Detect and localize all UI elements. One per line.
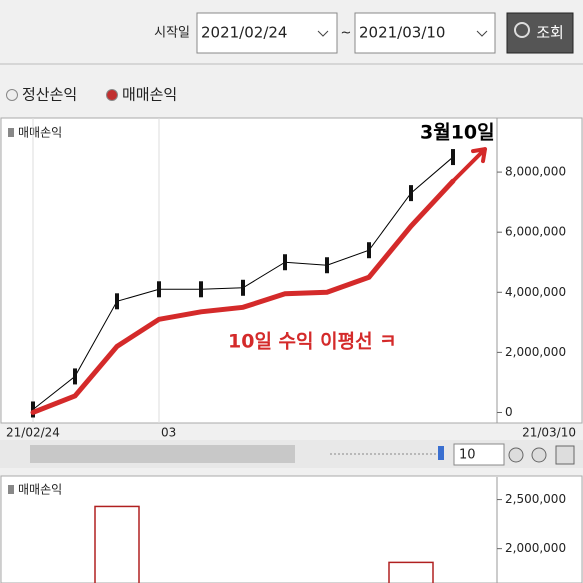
annotation: 10일 수익 이평선 ㅋ bbox=[228, 331, 397, 353]
start-label: 시작일 bbox=[154, 26, 190, 41]
point-marker bbox=[115, 293, 119, 310]
point-marker bbox=[241, 279, 245, 296]
zoom-reset[interactable] bbox=[555, 445, 575, 465]
point-marker bbox=[283, 254, 287, 271]
dropdown-arrow bbox=[317, 30, 329, 37]
zoom-input[interactable] bbox=[453, 443, 505, 466]
radio-label: 매매손익 bbox=[122, 86, 177, 104]
point-marker bbox=[31, 401, 35, 418]
separator-text: ~ bbox=[341, 26, 352, 41]
bar bbox=[94, 505, 140, 583]
y-tick-label: 2,000,000 bbox=[505, 541, 566, 555]
point-marker bbox=[325, 257, 329, 274]
y-tick-label: 2,500,000 bbox=[505, 492, 566, 506]
slider-thumb[interactable] bbox=[438, 446, 444, 460]
end-date: 2021/03/10 bbox=[359, 24, 445, 42]
y-tick-label: 2,000,000 bbox=[505, 345, 566, 359]
radio-button[interactable] bbox=[106, 89, 118, 101]
point-marker bbox=[199, 281, 203, 298]
chart-title: 매매손익 bbox=[18, 126, 62, 140]
point-marker bbox=[157, 281, 161, 298]
annotation: 3월10일 bbox=[420, 122, 495, 144]
y-tick-label: 6,000,000 bbox=[505, 225, 566, 239]
end-date-box[interactable] bbox=[354, 12, 496, 54]
x-tick-label: 03 bbox=[161, 426, 176, 440]
start-date-box[interactable] bbox=[196, 12, 338, 54]
zoom-out[interactable] bbox=[531, 447, 547, 463]
zoom-in[interactable] bbox=[508, 447, 524, 463]
title-icon bbox=[8, 485, 14, 494]
zoom-value: 10 bbox=[459, 448, 476, 463]
search-icon bbox=[514, 22, 530, 38]
chart-title: 매매손익 bbox=[18, 483, 62, 497]
start-date: 2021/02/24 bbox=[201, 24, 287, 42]
y-tick-label: 8,000,000 bbox=[505, 165, 566, 179]
point-marker bbox=[409, 185, 413, 202]
y-tick-label: 0 bbox=[505, 405, 513, 419]
dropdown-arrow bbox=[476, 30, 488, 37]
y-tick-label: 4,000,000 bbox=[505, 285, 566, 299]
radio-label: 정산손익 bbox=[22, 86, 77, 104]
scrollbar[interactable] bbox=[30, 445, 295, 463]
radio-button[interactable] bbox=[6, 89, 18, 101]
trend-line bbox=[30, 178, 456, 415]
point-marker bbox=[73, 368, 77, 385]
x-end-label: 21/03/10 bbox=[522, 426, 576, 440]
title-icon bbox=[8, 128, 14, 137]
chart-panel bbox=[0, 475, 583, 583]
search-button[interactable] bbox=[506, 12, 574, 54]
search-button-label: 조회 bbox=[536, 24, 564, 42]
trend-arrow bbox=[451, 147, 487, 184]
point-marker bbox=[451, 149, 455, 166]
point-marker bbox=[367, 242, 371, 259]
bar bbox=[388, 561, 434, 583]
x-tick-label: 21/02/24 bbox=[6, 426, 60, 440]
